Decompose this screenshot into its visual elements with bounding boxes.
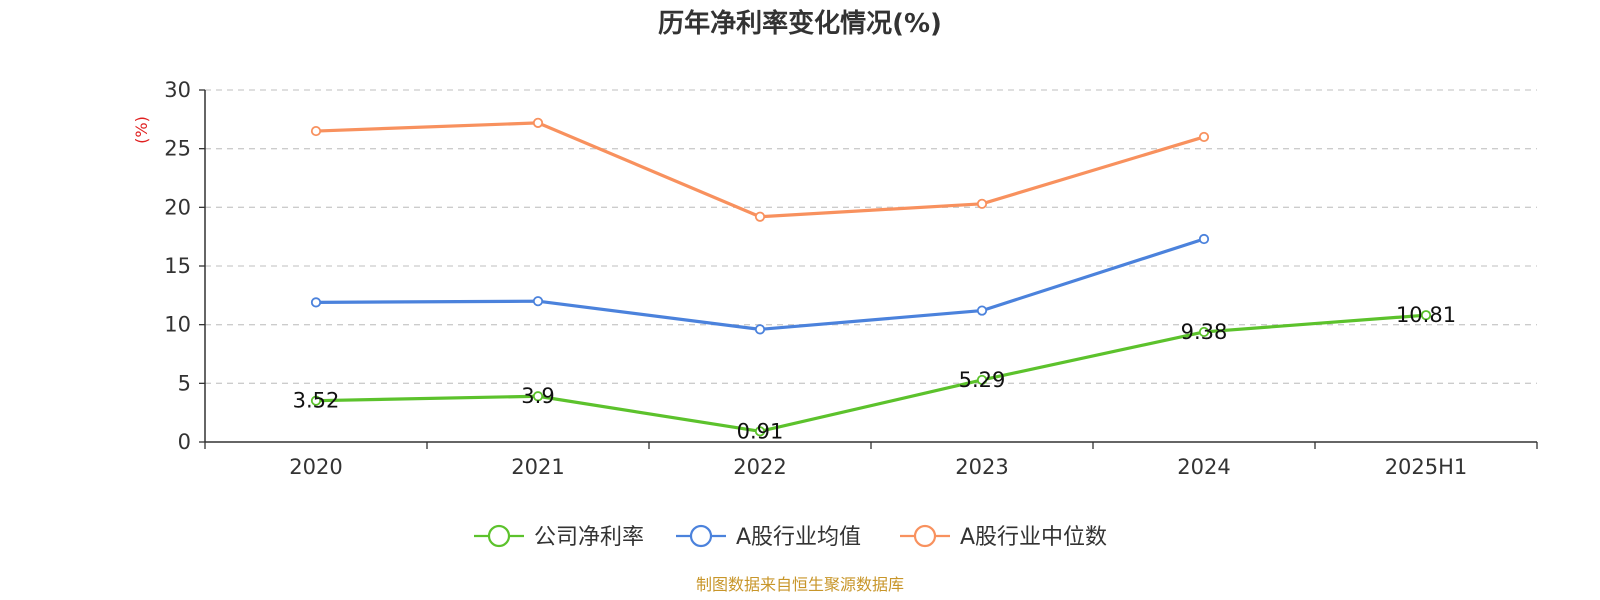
- series-layer: [310, 117, 1432, 437]
- data-point-2-3[interactable]: [976, 198, 988, 209]
- data-label-0-4: 9.38: [1181, 320, 1228, 344]
- source-note: 制图数据来自恒生聚源数据库: [696, 575, 904, 594]
- data-point-2-2[interactable]: [754, 211, 766, 222]
- series-line-1: [315, 237, 1205, 331]
- x-tick-label-2022: 2022: [733, 455, 786, 479]
- data-label-0-0: 3.52: [293, 389, 340, 413]
- legend-label-0: 公司净利率: [534, 525, 644, 550]
- legend-marker-0: [487, 524, 511, 548]
- data-point-2-1[interactable]: [532, 117, 544, 128]
- legend-marker-1: [689, 524, 713, 548]
- data-label-0-1: 3.9: [521, 384, 554, 408]
- y-tick-label-5: 5: [178, 371, 191, 395]
- data-label-0-3: 5.29: [959, 368, 1006, 392]
- data-label-0-5: 10.81: [1396, 303, 1456, 327]
- y-tick-label-10: 10: [164, 313, 191, 337]
- series-line-0: [315, 313, 1427, 433]
- data-point-1-3[interactable]: [976, 305, 988, 316]
- data-point-0-5[interactable]: [1420, 310, 1432, 321]
- data-point-0-1[interactable]: [532, 391, 544, 402]
- data-point-2-0[interactable]: [310, 125, 322, 137]
- data-point-0-0[interactable]: [310, 395, 322, 406]
- axes: 0 5 10 15 20 25 30 2020 2021 2022 2023 2024 2025H1: [164, 78, 1538, 479]
- y-tick-label-15: 15: [164, 254, 191, 278]
- data-point-1-1[interactable]: [532, 296, 544, 307]
- y-tick-label-20: 20: [164, 195, 191, 219]
- x-tick-label-2025H1: 2025H1: [1385, 455, 1468, 479]
- legend-item-2[interactable]: A股行业中位数: [900, 524, 1107, 550]
- y-tick-label-30: 30: [164, 78, 191, 102]
- series-1: [310, 233, 1210, 335]
- x-tick-label-2024: 2024: [1177, 455, 1230, 479]
- series-line-2: [315, 121, 1205, 219]
- data-point-0-4[interactable]: [1198, 326, 1210, 338]
- legend-item-1[interactable]: A股行业均值: [676, 524, 861, 550]
- legend[interactable]: 公司净利率 A股行业均值 A股行业中位数: [474, 524, 1107, 550]
- y-tick-label-0: 0: [178, 430, 191, 454]
- legend-marker-2: [913, 524, 937, 548]
- grid-lines: [205, 89, 1537, 384]
- x-tick-label-2021: 2021: [511, 455, 564, 479]
- data-labels: 3.52 3.9 0.91 5.29 9.38 10.81: [293, 303, 1456, 443]
- y-axis-label: (%): [132, 116, 151, 144]
- data-point-1-0[interactable]: [310, 297, 322, 308]
- data-point-1-4[interactable]: [1198, 233, 1210, 245]
- data-label-0-2: 0.91: [737, 419, 784, 443]
- legend-label-2: A股行业中位数: [960, 525, 1107, 550]
- y-tick-label-25: 25: [164, 137, 191, 161]
- legend-item-0[interactable]: 公司净利率: [474, 524, 644, 550]
- series-0: [310, 310, 1432, 437]
- series-2: [310, 117, 1210, 222]
- legend-label-1: A股行业均值: [736, 525, 861, 550]
- data-point-2-4[interactable]: [1198, 131, 1210, 143]
- data-point-1-2[interactable]: [754, 324, 766, 335]
- data-point-0-2[interactable]: [754, 426, 766, 437]
- x-tick-label-2023: 2023: [955, 455, 1008, 479]
- data-point-0-3[interactable]: [976, 374, 988, 386]
- x-tick-label-2020: 2020: [289, 455, 342, 479]
- chart-title: 历年净利率变化情况(%): [658, 8, 942, 39]
